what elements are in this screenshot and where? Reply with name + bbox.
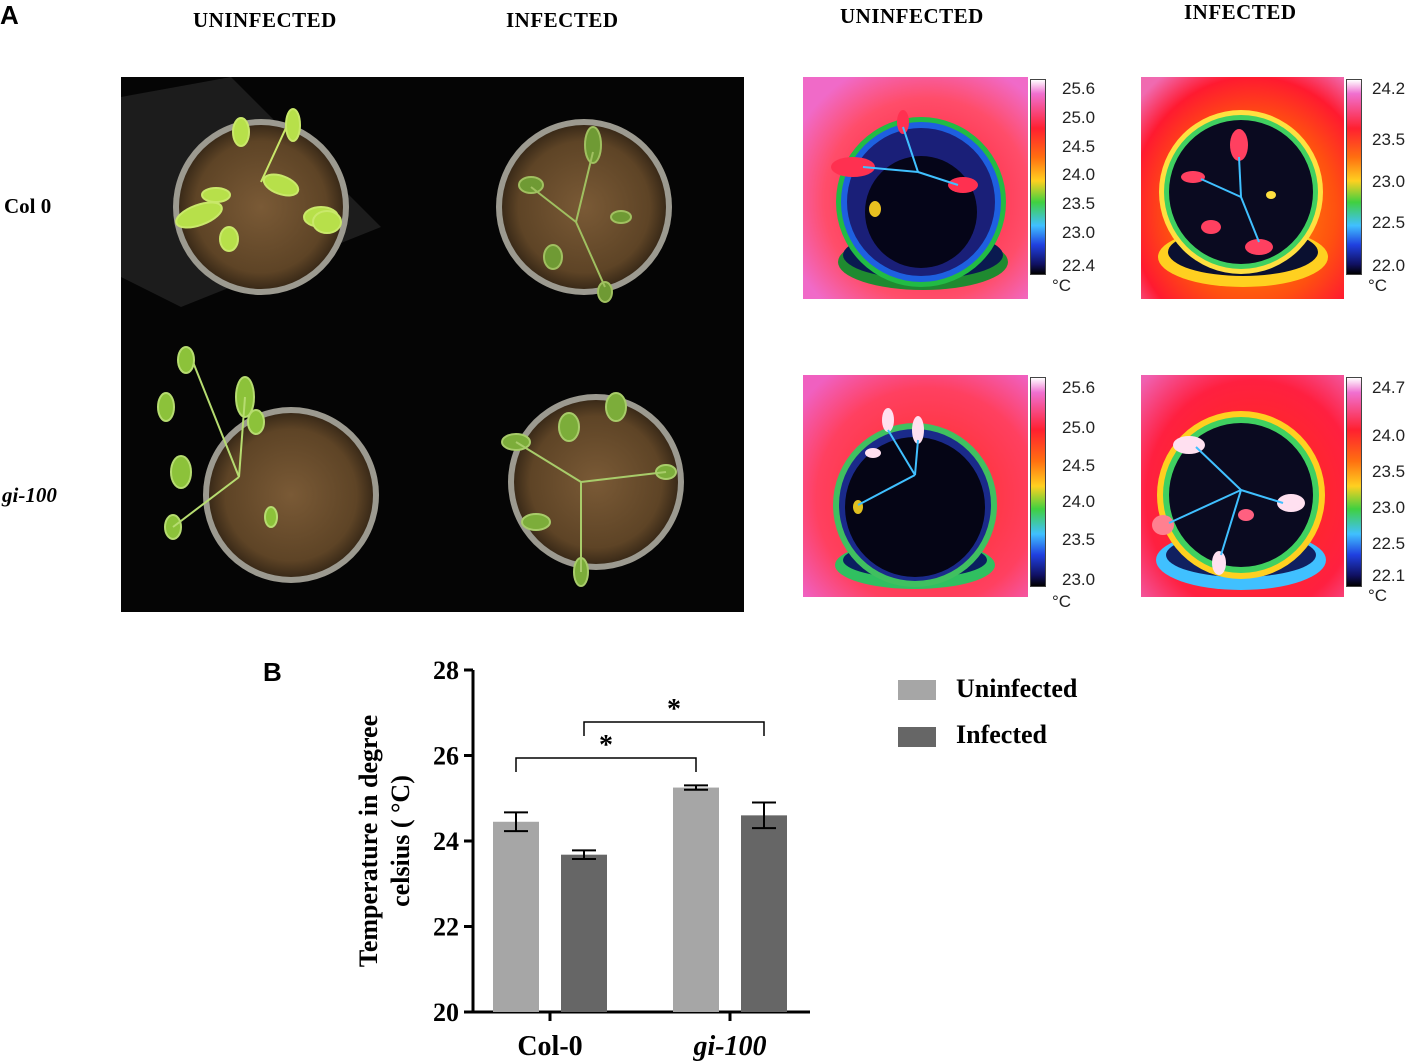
row-label-gi100: gi-100 (2, 483, 57, 507)
thermal-gi100-infected (1141, 375, 1344, 597)
y-tick-label: 20 (433, 998, 459, 1027)
scale1-tick: 23.5 (1062, 194, 1096, 213)
scale2-tick: 23.5 (1372, 130, 1406, 149)
scale4-tick: 24.0 (1372, 426, 1406, 445)
legend-swatch-uninfected (898, 680, 936, 700)
scale3-tick: 24.5 (1062, 456, 1096, 475)
scale3-tick: 23.5 (1062, 530, 1096, 549)
scale3-unit: °C (1052, 592, 1072, 611)
y-tick-label: 28 (433, 656, 459, 685)
scale4-unit: °C (1368, 586, 1388, 605)
scale4-tick: 23.0 (1372, 498, 1406, 517)
thermal-header-infected: INFECTED (1184, 0, 1297, 24)
scale4-tick: 24.7 (1372, 378, 1406, 397)
panel-a-letter: A (0, 0, 19, 30)
y-tick-label: 22 (433, 913, 459, 942)
thermal-scale-bar-3 (1030, 377, 1046, 587)
scale3-tick: 25.0 (1062, 418, 1096, 437)
scale1-tick: 24.5 (1062, 137, 1096, 156)
plant-gi100-infected (501, 392, 684, 587)
scale4-tick: 22.5 (1372, 534, 1406, 553)
scale2-tick: 23.0 (1372, 172, 1406, 191)
row-label-col0: Col 0 (4, 194, 52, 218)
scale2-tick: 24.2 (1372, 79, 1406, 98)
bar-col-0-infected (561, 854, 607, 1012)
scale4-tick: 23.5 (1372, 462, 1406, 481)
scale1-tick: 24.0 (1062, 165, 1096, 184)
scale1-tick: 25.6 (1062, 79, 1096, 98)
thermal-col0-infected (1141, 77, 1344, 299)
plant-photographs (121, 77, 744, 612)
y-tick-label: 26 (433, 742, 459, 771)
thermal-scale-bar-1 (1030, 79, 1046, 275)
scale1-tick: 22.4 (1062, 256, 1096, 275)
scale1-tick: 23.0 (1062, 223, 1096, 242)
significance-star: * (599, 730, 613, 761)
bar-gi-100-infected (741, 815, 787, 1012)
photo-header-uninfected: UNINFECTED (193, 8, 337, 32)
thermal-col0-uninfected (803, 77, 1028, 299)
scale3-tick: 23.0 (1062, 570, 1096, 589)
plant-col0-infected (496, 119, 672, 303)
legend-label-infected: Infected (956, 720, 1047, 749)
panel-b-letter: B (263, 657, 282, 687)
scale2-tick: 22.0 (1372, 256, 1406, 275)
temperature-bar-chart: 20 22 24 26 28 Temperature in degree celsius (… (354, 656, 810, 1062)
x-tick-label: gi-100 (692, 1031, 766, 1062)
thermal-gi100-uninfected (803, 375, 1028, 597)
scale3-tick: 25.6 (1062, 378, 1096, 397)
legend-swatch-infected (898, 727, 936, 747)
significance-bracket (515, 757, 697, 772)
scale2-unit: °C (1368, 276, 1388, 295)
significance-bracket (583, 721, 765, 736)
y-axis-label: Temperature in degree celsius ( °C) (354, 715, 415, 967)
photo-header-infected: INFECTED (506, 8, 619, 32)
scale1-unit: °C (1052, 276, 1072, 295)
legend-label-uninfected: Uninfected (956, 674, 1078, 703)
significance-star: * (667, 694, 681, 725)
scale4-tick: 22.1 (1372, 566, 1406, 585)
thermal-header-uninfected: UNINFECTED (840, 4, 984, 28)
plant-gi100-uninfected (157, 346, 379, 583)
thermal-scale-bar-4 (1346, 377, 1362, 587)
thermal-scale-bar-2 (1346, 79, 1362, 275)
x-tick-label: Col-0 (517, 1031, 582, 1062)
scale2-tick: 22.5 (1372, 213, 1406, 232)
bar-col-0-uninfected (493, 821, 539, 1012)
plant-col0-uninfected (173, 108, 349, 295)
y-tick-label: 24 (433, 827, 459, 856)
bar-gi-100-uninfected (673, 787, 719, 1012)
scale1-tick: 25.0 (1062, 108, 1096, 127)
scale3-tick: 24.0 (1062, 492, 1096, 511)
